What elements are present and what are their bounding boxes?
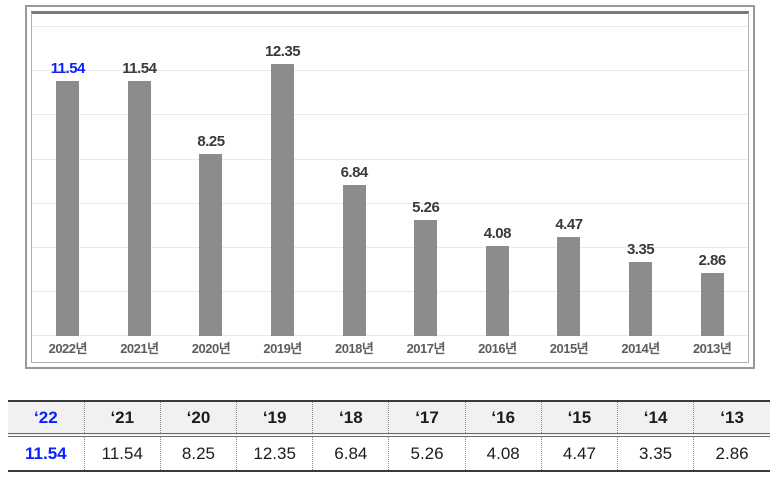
gridline-y-8 [32,159,748,160]
table-value-cell: 3.35 [616,435,694,471]
bar-column-2015년: 4.47 [533,14,605,336]
bar-chart-plot-area: 11.54 11.54 8.25 12.35 6.84 5.26 4.08 4.47 3.35 2… [32,14,748,336]
table-value-cell: 2.86 [693,435,770,471]
bar [700,273,724,336]
bar [56,81,80,336]
x-axis-label: 2018년 [334,341,374,356]
x-axis-label: 2021년 [120,341,159,356]
bar-column-2022년: 11.54 [32,14,104,336]
table-header-cell: ‘15 [540,401,618,437]
summary-table: ‘22 ‘21 ‘20 ‘19 ‘18 ‘17 ‘16 ‘15 ‘14 ‘13 11.54 11.5… [8,400,770,472]
gridline-y-6 [32,203,748,204]
x-axis-label: 2017년 [406,341,446,356]
bar-value-label: 5.26 [412,199,440,216]
table-header-cell: ‘19 [236,401,313,437]
table-header-cell: ‘13 [693,401,770,437]
bar [557,237,581,336]
bar [485,246,509,336]
x-axis-label: 2019년 [263,341,302,356]
bar-column-2016년: 4.08 [462,14,534,336]
bar-value-label: 6.84 [340,164,369,181]
bar-column-2018년: 6.84 [318,14,390,336]
bar [414,220,438,336]
bar [127,81,151,336]
bar-column-2021년: 11.54 [104,14,176,336]
table-value-row: 11.54 11.54 8.25 12.35 6.84 5.26 4.08 4.47 3.35 2… [8,435,770,471]
x-axis-label: 2022년 [48,341,88,356]
gridline-y-12 [32,70,748,71]
table-value-cell: 5.26 [388,435,466,471]
table-value-cell: 4.47 [540,435,618,471]
table-header-cell: ‘18 [312,401,389,437]
table-header-cell: ‘17 [388,401,466,437]
chart-plot-border: 11.54 11.54 8.25 12.35 6.84 5.26 4.08 4.47 3.35 2… [31,11,749,363]
x-axis-labels: 2022년 2021년 2020년 2019년 2018년 2017년 2016년 2015년… [32,336,748,359]
table-value-cell: 6.84 [312,435,389,471]
bar-column-2019년: 12.35 [247,14,319,336]
table-value-cell: 8.25 [159,435,237,471]
gridline-y-10 [32,114,748,115]
table-header-cell: ‘20 [159,401,237,437]
table-value-cell: 11.54 [8,435,85,471]
bar-column-2013년: 2.86 [676,14,748,336]
table-header-cell: ‘16 [464,401,542,437]
bar-value-label: 11.54 [122,60,157,77]
table-value-cell: 12.35 [236,435,313,471]
bar-value-label: 4.47 [555,216,583,233]
table-header-cell: ‘22 [8,401,85,437]
bar [199,154,223,336]
bar [629,262,653,336]
table-value-cell: 11.54 [83,435,161,471]
bar-column-2017년: 5.26 [390,14,462,336]
bar-value-label: 4.08 [483,225,512,242]
table-value-cell: 4.08 [464,435,542,471]
x-axis-label: 2014년 [621,341,660,356]
table-header-row: ‘22 ‘21 ‘20 ‘19 ‘18 ‘17 ‘16 ‘15 ‘14 ‘13 [8,401,770,437]
bar-column-2020년: 8.25 [175,14,247,336]
bar [271,64,295,336]
x-axis-label: 2013년 [692,341,732,356]
gridline-y-4 [32,247,748,248]
x-axis-label: 2015년 [549,341,589,356]
gridline-y-0 [32,335,748,336]
bar-value-label: 12.35 [265,43,301,60]
bar-value-label: 11.54 [50,60,86,77]
bar [342,185,366,336]
gridline-y-14 [32,26,748,27]
bar-value-label: 2.86 [698,252,727,269]
bar-value-label: 3.35 [626,241,655,258]
bar-column-2014년: 3.35 [605,14,677,336]
bar-value-label: 8.25 [197,133,225,150]
x-axis-label: 2016년 [478,341,517,356]
x-axis-label: 2020년 [191,341,231,356]
bar-series: 11.54 11.54 8.25 12.35 6.84 5.26 4.08 4.47 3.35 2… [32,14,748,336]
chart-frame: 11.54 11.54 8.25 12.35 6.84 5.26 4.08 4.47 3.35 2… [25,5,755,369]
table-header-cell: ‘21 [83,401,161,437]
gridline-y-2 [32,291,748,292]
table-header-cell: ‘14 [616,401,694,437]
